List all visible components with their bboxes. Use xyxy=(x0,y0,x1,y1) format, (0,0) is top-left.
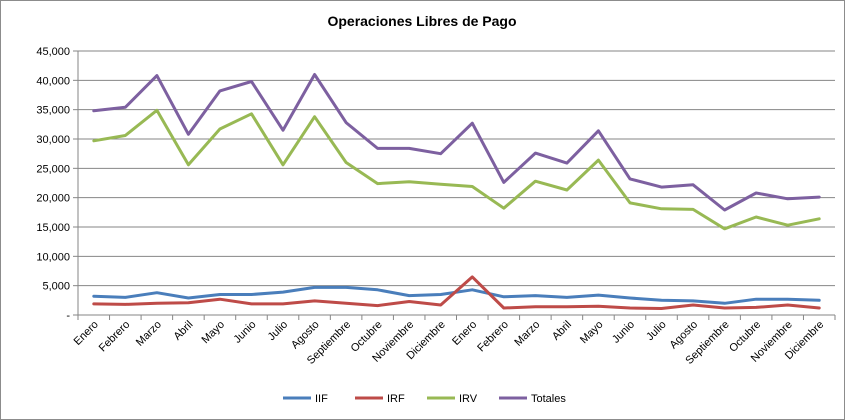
x-tick-label: Febrero xyxy=(97,319,133,355)
x-tick-label: Marzo xyxy=(134,319,164,349)
legend-label: IRV xyxy=(459,393,478,405)
x-tick-label: Enero xyxy=(450,319,479,348)
y-tick-label: 20,000 xyxy=(36,193,70,205)
x-tick-label: Mayo xyxy=(578,319,606,347)
gridlines xyxy=(78,50,835,287)
y-tick-label: - xyxy=(66,310,70,322)
x-tick-label: Enero xyxy=(72,319,101,348)
chart-title: Operaciones Libres de Pago xyxy=(327,13,516,29)
legend-item-iif: IIF xyxy=(283,393,328,405)
axes xyxy=(73,50,836,320)
x-tick-label: Mayo xyxy=(200,319,228,347)
series-line-irf xyxy=(92,275,821,310)
y-tick-label: 10,000 xyxy=(36,251,70,263)
y-tick-label: 15,000 xyxy=(36,222,70,234)
y-tick-label: 35,000 xyxy=(36,105,70,117)
y-tick-label: 40,000 xyxy=(36,75,70,87)
legend-item-irf: IRF xyxy=(355,393,405,405)
x-tick-label: Abril xyxy=(550,319,574,343)
y-tick-label: 30,000 xyxy=(36,134,70,146)
x-tick-label: Junio xyxy=(232,319,259,346)
x-tick-label: Marzo xyxy=(512,319,542,349)
y-tick-label: 5,000 xyxy=(42,281,70,293)
y-tick-label: 25,000 xyxy=(36,163,70,175)
series-line-irv xyxy=(92,108,821,231)
x-tick-label: Julio xyxy=(266,319,290,343)
series-line-totales xyxy=(92,73,821,212)
x-tick-label: Abril xyxy=(171,319,195,343)
legend-label: Totales xyxy=(531,393,566,405)
x-tick-label: Junio xyxy=(610,319,637,346)
y-axis-tick-labels: - 5,000 10,000 15,000 20,000 25,000 30,000 35,0… xyxy=(36,46,70,322)
legend: IIF IRF IRV Totales xyxy=(283,393,566,405)
legend-item-irv: IRV xyxy=(427,393,478,405)
legend-label: IRF xyxy=(387,393,405,405)
x-tick-label: Julio xyxy=(644,319,668,343)
legend-item-totales: Totales xyxy=(499,393,566,405)
legend-label: IIF xyxy=(315,393,328,405)
series-lines xyxy=(92,73,821,310)
x-tick-label: Febrero xyxy=(475,319,511,355)
y-tick-label: 45,000 xyxy=(36,46,70,58)
